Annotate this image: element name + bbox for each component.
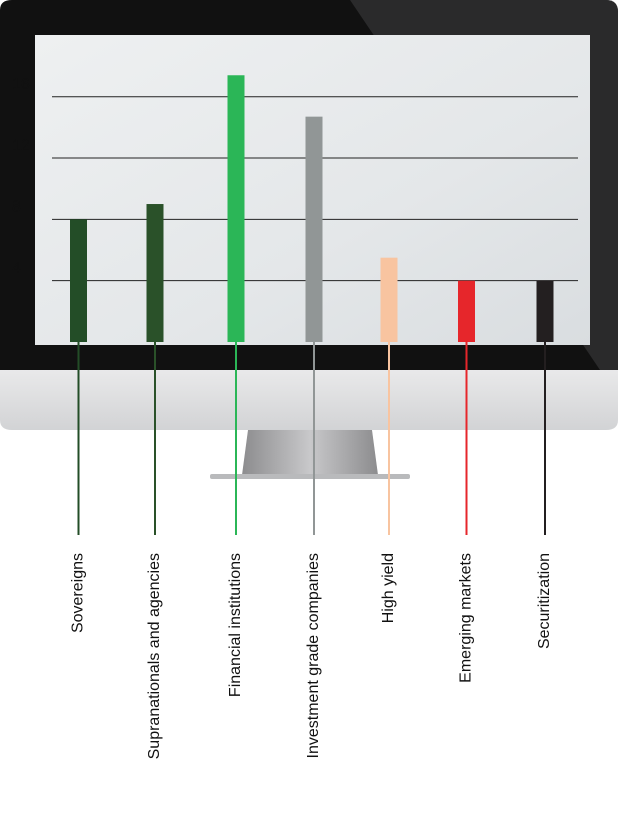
x-tick-label: Supranationals and agencies xyxy=(146,553,163,759)
bar xyxy=(70,219,87,342)
x-tick-label: High yield xyxy=(380,553,397,623)
bar xyxy=(305,116,323,342)
bar xyxy=(146,204,164,342)
bar xyxy=(536,280,554,342)
grid: 4 8 12 16 xyxy=(12,76,578,282)
monitor-chin xyxy=(0,370,618,430)
y-tick-label: 16 xyxy=(12,76,30,93)
bar xyxy=(227,75,245,343)
x-tick-label: Securitization xyxy=(536,553,553,649)
bar xyxy=(380,257,398,342)
monitor-stand xyxy=(242,430,378,475)
x-tick-label: Investment grade companies xyxy=(305,553,322,758)
y-tick-label: 12 xyxy=(12,137,30,154)
stand-base xyxy=(210,474,410,479)
bars xyxy=(70,75,554,343)
x-tick-label: Sovereigns xyxy=(70,553,87,633)
leaders xyxy=(77,342,546,535)
bar xyxy=(458,280,475,342)
labels: Sovereigns Supranationals and agencies Fin… xyxy=(70,553,554,759)
y-tick-label: 8 xyxy=(12,199,21,216)
x-tick-label: Emerging markets xyxy=(458,553,475,683)
y-tick-label: 4 xyxy=(12,260,21,277)
x-tick-label: Financial institutions xyxy=(227,553,244,697)
